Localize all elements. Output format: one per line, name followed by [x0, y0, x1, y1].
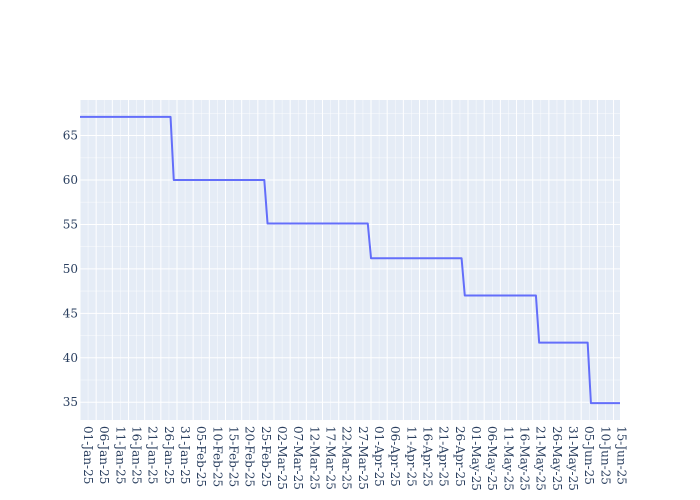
y-tick-label: 40	[63, 351, 78, 365]
x-tick-label: 11-May-25	[501, 426, 515, 491]
x-tick-label: 16-May-25	[518, 426, 532, 491]
x-tick-label: 17-Mar-25	[324, 426, 338, 490]
x-tick-label: 21-Apr-25	[437, 426, 451, 487]
x-gridlines	[79, 100, 615, 420]
x-tick-label: 31-May-25	[566, 426, 580, 491]
x-tick-label: 27-Mar-25	[356, 426, 370, 490]
x-tick-label: 01-May-25	[469, 426, 483, 491]
y-tick-label: 45	[63, 306, 78, 320]
x-tick-label: 01-Apr-25	[372, 426, 386, 487]
y-tick-label: 60	[63, 173, 78, 187]
x-tick-label: 10-Feb-25	[210, 426, 224, 487]
y-tick-label: 65	[63, 129, 78, 143]
x-tick-label: 21-May-25	[534, 426, 548, 491]
x-tick-label: 10-Jun-25	[598, 426, 612, 485]
x-tick-label: 25-Feb-25	[259, 426, 273, 487]
x-tick-label: 05-Feb-25	[194, 426, 208, 487]
x-tick-label: 07-Mar-25	[291, 426, 305, 490]
x-tick-label: 01-Jan-25	[81, 426, 95, 484]
x-tick-label: 02-Mar-25	[275, 426, 289, 490]
x-tick-label: 20-Feb-25	[243, 426, 257, 487]
x-tick-label: 06-Jan-25	[97, 426, 111, 484]
x-tick-label: 11-Jan-25	[113, 426, 127, 484]
series-line	[80, 115, 620, 405]
x-tick-label: 16-Jan-25	[130, 426, 144, 484]
x-axis-tick-labels: 01-Jan-25 06-Jan-25 11-Jan-25 16-Jan-25 21-J…	[81, 426, 629, 491]
x-tick-label: 21-Jan-25	[146, 426, 160, 484]
x-tick-label: 15-Feb-25	[227, 426, 241, 487]
series-layer	[80, 115, 620, 405]
y-tick-label: 50	[63, 262, 78, 276]
x-tick-label: 11-Apr-25	[404, 426, 418, 487]
y-gridlines	[80, 113, 620, 403]
y-tick-label: 35	[63, 395, 78, 409]
x-tick-label: 26-Jan-25	[162, 426, 176, 484]
x-tick-label: 05-Jun-25	[582, 426, 596, 485]
x-tick-label: 16-Apr-25	[421, 426, 435, 487]
x-tick-label: 15-Jun-25	[615, 426, 629, 485]
x-tick-label: 06-May-25	[485, 426, 499, 491]
x-tick-label: 22-Mar-25	[340, 426, 354, 490]
plot-background	[80, 100, 620, 420]
x-tick-label: 06-Apr-25	[388, 426, 402, 487]
y-axis-tick-labels: 35 40 45 50 55 60 65	[63, 129, 78, 410]
x-tick-label: 26-Apr-25	[453, 426, 467, 487]
x-tick-label: 26-May-25	[550, 426, 564, 491]
y-tick-label: 55	[63, 217, 78, 231]
x-tick-label: 12-Mar-25	[307, 426, 321, 490]
x-tick-label: 31-Jan-25	[178, 426, 192, 484]
